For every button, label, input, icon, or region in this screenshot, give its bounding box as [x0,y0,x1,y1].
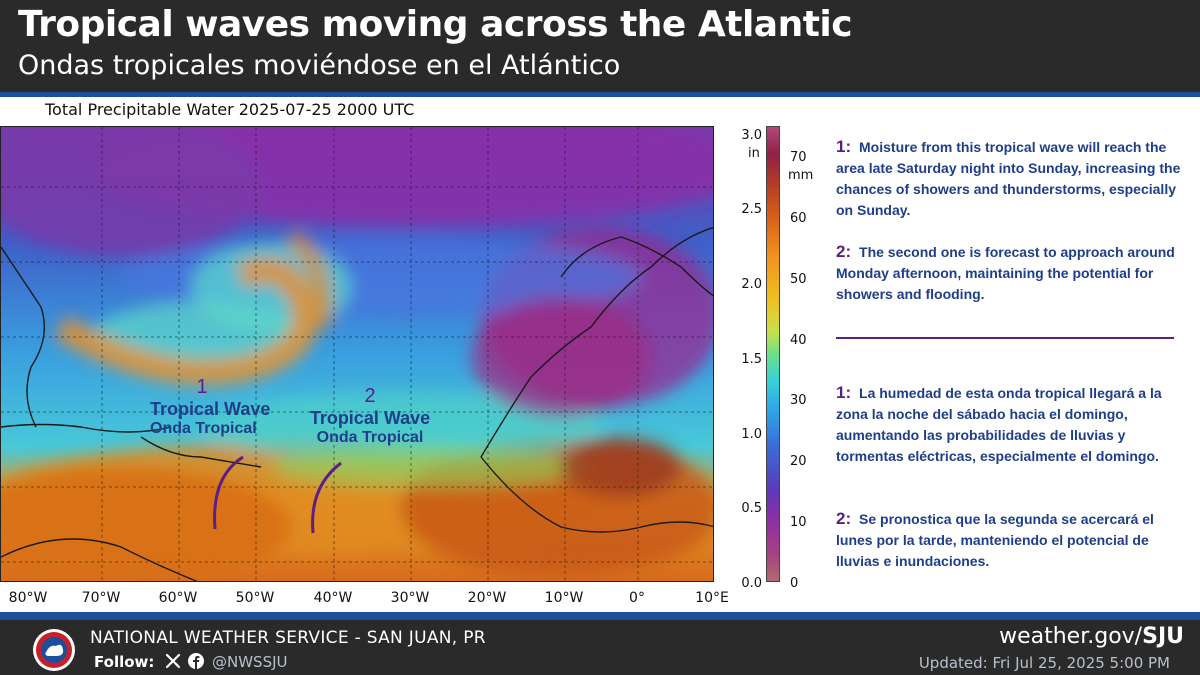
longitude-label: 30°W [390,590,430,606]
precipitable-water-map [0,126,714,582]
note-es-1-number: 1: [836,383,852,402]
longitude-label: 80°W [8,590,48,606]
colorbar-mm-unit: mm [788,168,814,183]
wave-2-name-es: Onda Tropical [316,429,424,446]
wave-2-axis [311,461,342,534]
colorbar-mm-tick: 50 [790,272,807,287]
longitude-label: 50°W [235,590,275,606]
longitude-label: 70°W [81,590,121,606]
nws-logo-icon [33,629,75,671]
colorbar-in-tick: 2.0 [741,277,762,292]
colorbar-mm-tick: 70 [790,150,807,165]
note-es-1: 1: La humedad de esta onda tropical lleg… [836,382,1186,467]
colorbar-mm-tick: 10 [790,515,807,530]
longitude-label: 60°W [158,590,198,606]
wave-1-axis [213,455,244,530]
follow-label: Follow: [94,653,155,671]
colorbar-in-unit: in [748,146,760,161]
colorbar-in-tick: 0.0 [741,576,762,591]
wave-2-number: 2 [364,385,376,407]
page-title: Tropical waves moving across the Atlanti… [18,4,853,45]
colorbar-mm-tick: 20 [790,454,807,469]
wave-1-label: 1 Tropical Wave Onda Tropical [150,376,271,438]
social-handle-link[interactable]: @NWSSJU [212,653,288,671]
longitude-label: 20°W [467,590,507,606]
colorbar-in-tick: 1.5 [741,352,762,367]
note-es-2: 2: Se pronostica que la segunda se acerc… [836,508,1186,572]
wave-2-label: 2 Tropical Wave Onda Tropical [305,385,435,447]
header-divider [0,92,1200,97]
updated-timestamp: Updated: Fri Jul 25, 2025 5:00 PM [918,654,1170,672]
facebook-icon[interactable] [188,653,204,669]
note-es-2-text: Se pronostica que la segunda se acercará… [836,511,1154,569]
x-icon[interactable] [165,653,181,669]
coastlines [1,226,713,581]
wave-1-number: 1 [196,376,208,398]
website-link[interactable]: weather.gov/SJU [999,624,1184,649]
longitude-label: 10°W [544,590,584,606]
colorbar-mm-tick: 40 [790,333,807,348]
website-office: SJU [1142,624,1184,649]
wave-1-name-es: Onda Tropical [150,420,257,437]
note-en-1-number: 1: [836,137,852,156]
header-bar [0,0,1200,92]
website-prefix: weather.gov/ [999,624,1143,649]
colorbar-mm-tick: 0 [790,576,799,591]
colorbar [766,126,780,582]
agency-name: NATIONAL WEATHER SERVICE - SAN JUAN, PR [90,628,486,648]
graticule [1,127,713,581]
note-es-1-text: La humedad de esta onda tropical llegará… [836,385,1162,464]
footer-divider [0,612,1200,620]
language-divider [836,337,1174,339]
note-en-1-text: Moisture from this tropical wave will re… [836,139,1181,218]
wave-1-name-en: Tropical Wave [150,399,271,419]
colorbar-in-tick: 3.0 [741,128,762,143]
note-en-2-number: 2: [836,242,852,261]
longitude-label: 40°W [313,590,353,606]
longitude-label: 0° [629,590,645,606]
note-es-2-number: 2: [836,509,852,528]
colorbar-mm-tick: 60 [790,211,807,226]
note-en-1: 1: Moisture from this tropical wave will… [836,136,1186,221]
colorbar-in-tick: 1.0 [741,427,762,442]
longitude-label: 10°E [695,590,729,606]
page-subtitle: Ondas tropicales moviéndose en el Atlánt… [18,50,621,81]
wave-2-name-en: Tropical Wave [309,408,431,428]
colorbar-in-tick: 0.5 [741,501,762,516]
note-en-2: 2: The second one is forecast to approac… [836,241,1186,305]
colorbar-mm-tick: 30 [790,393,807,408]
map-image [1,127,713,581]
note-en-2-text: The second one is forecast to approach a… [836,244,1175,302]
map-caption: Total Precipitable Water 2025-07-25 2000… [45,100,415,119]
colorbar-in-tick: 2.5 [741,202,762,217]
